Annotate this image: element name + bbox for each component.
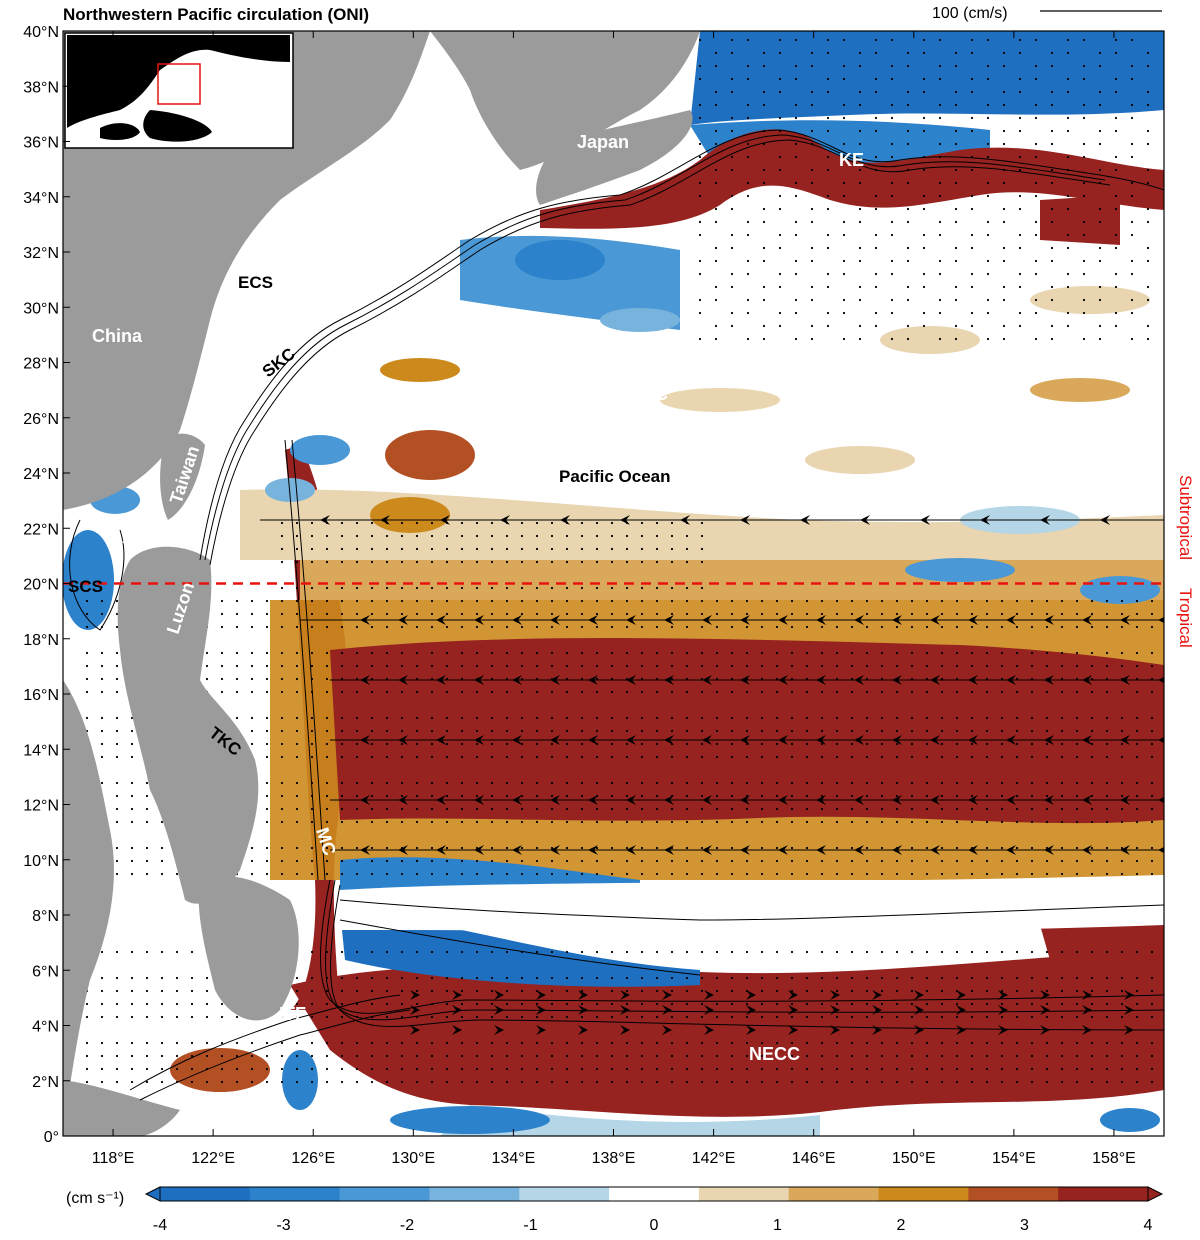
lat-tick-label: 32°N <box>23 245 59 262</box>
lat-tick-label: 10°N <box>23 853 59 870</box>
lat-tick-label: 14°N <box>23 742 59 759</box>
lat-tick-label: 28°N <box>23 356 59 373</box>
current-vectors <box>320 515 1164 1035</box>
latitude-axis: 0° 2°N 4°N 6°N 8°N 10°N 12°N 14°N 16°N 18°N 20°N 22… <box>23 24 70 1146</box>
colorbar-segment <box>429 1187 520 1201</box>
inset-australia <box>143 110 212 142</box>
label-china: China <box>92 326 143 346</box>
lon-tick-label: 134°E <box>492 1150 536 1167</box>
china-mainland <box>63 31 430 510</box>
vector-scale-label: 100 (cm/s) <box>932 5 1008 22</box>
lat-tick-label: 24°N <box>23 466 59 483</box>
lon-tick-label: 118°E <box>92 1150 135 1167</box>
lat-tick-label: 30°N <box>23 300 59 317</box>
label-necc: NECC <box>749 1044 800 1064</box>
luzon-island <box>117 546 259 904</box>
colorbar-tick-label: -4 <box>153 1217 167 1234</box>
colorbar-left-arrow <box>144 1186 161 1202</box>
colorbar-tick-labels: -4 -3 -2 -1 0 1 2 3 4 <box>153 1217 1153 1234</box>
lat-tick-label: 16°N <box>23 687 59 704</box>
lon-tick-label: 154°E <box>992 1150 1036 1167</box>
lon-tick-label: 126°E <box>291 1150 335 1167</box>
colorbar-segment <box>519 1187 610 1201</box>
lat-tick-label: 34°N <box>23 190 59 207</box>
colorbar-segment <box>968 1187 1059 1201</box>
lon-tick-label: 138°E <box>592 1150 636 1167</box>
label-ts: TS <box>364 321 382 337</box>
philippine-islands <box>198 876 299 1021</box>
colorbar-tick-label: 3 <box>1020 1217 1029 1234</box>
label-ls: LS <box>114 531 131 547</box>
label-japan: Japan <box>577 132 629 152</box>
lat-tick-label: 18°N <box>23 632 59 649</box>
lon-tick-label: 142°E <box>692 1150 736 1167</box>
colorbar-right-arrow <box>1147 1186 1164 1202</box>
figure-title: Northwestern Pacific circulation (ONI) <box>63 5 369 24</box>
lat-tick-label: 36°N <box>23 135 59 152</box>
colorbar-tick-label: 1 <box>773 1217 782 1234</box>
colorbar-frame <box>159 1186 1149 1202</box>
inset-asia-landmass <box>67 35 290 128</box>
taiwan-island <box>160 433 205 520</box>
colorbar-tick-label: -2 <box>400 1217 414 1234</box>
significance-stippling <box>85 38 1154 1084</box>
colorbar-segment <box>160 1187 251 1201</box>
lat-tick-label: 22°N <box>23 521 59 538</box>
longitude-axis: 118°E 122°E 126°E 130°E 134°E 138°E 142°E 146°E… <box>92 31 1136 1167</box>
korea-japan-land <box>430 31 700 170</box>
colorbar-segment <box>1058 1187 1149 1201</box>
inset-study-area-box <box>157 63 201 105</box>
label-pacific-ocean: Pacific Ocean <box>559 467 671 486</box>
lat-tick-label: 40°N <box>23 24 59 41</box>
lat-tick-label: 26°N <box>23 411 59 428</box>
colorbar-tick-label: -1 <box>523 1217 537 1234</box>
lat-tick-label: 2°N <box>32 1074 59 1091</box>
japan-land <box>536 110 693 205</box>
colorbar-tick-label: 4 <box>1144 1217 1153 1234</box>
label-itf: ITF <box>279 1004 306 1024</box>
colorbar-segment <box>788 1187 880 1201</box>
lon-tick-label: 150°E <box>892 1150 936 1167</box>
lon-tick-label: 130°E <box>391 1150 435 1167</box>
colorbar-unit-label: (cm s⁻¹) <box>66 1190 124 1207</box>
colorbar-tick-label: 2 <box>897 1217 906 1234</box>
lat-tick-label: 8°N <box>32 908 59 925</box>
map-panel: China ECS Japan Taiwan Luzon SCS LS TS S… <box>63 31 1164 1136</box>
colorbar-segment <box>609 1187 700 1201</box>
lon-tick-label: 146°E <box>792 1150 836 1167</box>
lat-tick-label: 12°N <box>23 798 59 815</box>
colorbar-tick-label: 0 <box>650 1217 659 1234</box>
lat-tick-label: 4°N <box>32 1019 59 1036</box>
lon-tick-label: 158°E <box>1092 1150 1136 1167</box>
label-subtropical: Subtropical <box>1176 475 1195 560</box>
label-nec: NEC <box>630 384 668 404</box>
lat-tick-label: 6°N <box>32 963 59 980</box>
label-ke: KE <box>839 150 864 170</box>
lon-tick-label: 122°E <box>191 1150 235 1167</box>
label-ecs: ECS <box>238 273 273 292</box>
colorbar <box>144 1186 1164 1202</box>
lat-tick-label: 38°N <box>23 79 59 96</box>
colorbar-segment <box>339 1187 430 1201</box>
inset-locator-map <box>64 32 294 149</box>
label-tropical: Tropical <box>1176 588 1195 648</box>
colorbar-segment <box>698 1187 790 1201</box>
lat-tick-label: 20°N <box>23 577 59 594</box>
lat-tick-label: 0° <box>44 1129 59 1146</box>
borneo-land <box>63 1080 180 1136</box>
colorbar-segment <box>249 1187 341 1201</box>
indochina-land <box>63 680 114 1136</box>
current-streamlines <box>69 129 1164 1101</box>
label-scs: SCS <box>68 577 103 596</box>
colorbar-segment <box>878 1187 969 1201</box>
colorbar-tick-label: -3 <box>276 1217 290 1234</box>
